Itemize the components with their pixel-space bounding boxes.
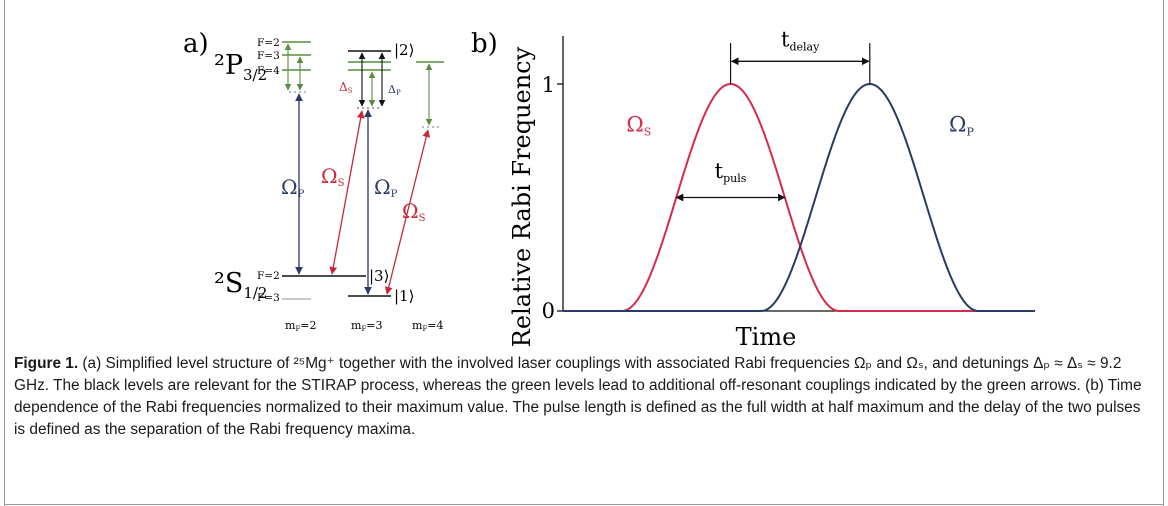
mf-label-2-m: m — [285, 319, 296, 332]
y-tick-0: 0 — [542, 299, 555, 323]
mf-label-2: mF=2 — [285, 319, 317, 333]
mf-label-2-val: =2 — [300, 319, 316, 332]
ket-3: |3⟩ — [369, 267, 389, 285]
frame-left-rule — [4, 0, 5, 506]
delta-p-sub: P — [396, 89, 401, 97]
series-layer: ΩS ΩP — [563, 82, 1035, 312]
p-level-term: ²P — [214, 50, 243, 81]
omega-p-symbol-2: Ω — [374, 175, 391, 199]
series-line-p — [563, 82, 1035, 312]
series-label-sub: S — [644, 126, 652, 139]
p-hf-f3: F=3 — [257, 50, 280, 62]
omega-p-label-1: ΩP — [281, 175, 305, 200]
series-label-symbol: Ω — [626, 113, 643, 137]
frame-right-rule — [1163, 0, 1164, 506]
omega-s-symbol-2: Ω — [402, 199, 419, 223]
series-label-symbol: Ω — [949, 113, 966, 137]
ket-1: |1⟩ — [394, 287, 414, 305]
series-line-s — [563, 83, 1035, 312]
caption-text: (a) Simplified level structure of ²⁵Mg⁺ … — [14, 355, 1142, 438]
s-hf-f2: F=2 — [257, 270, 280, 282]
omega-s-label-2: ΩS — [402, 199, 426, 224]
s-hf-f3: F=3 — [257, 292, 280, 304]
series-label-sub: P — [966, 126, 974, 139]
fwhm-label: tpuls — [715, 159, 747, 185]
delta-s-symbol: Δ — [339, 80, 348, 94]
panel-a-label: a) — [183, 29, 209, 59]
mf-label-3-m: m — [351, 319, 362, 332]
fwhm-label-main: t — [715, 159, 724, 183]
delta-s-label: ΔS — [339, 80, 353, 95]
delta-p-symbol: Δ — [388, 83, 396, 96]
p-level-j: 3/2 — [243, 66, 267, 84]
omega-p-label-2: ΩP — [374, 175, 398, 200]
stokes-arrow-mf2-mf3 — [329, 110, 365, 275]
s-level-label: ²S1/2 — [214, 268, 267, 302]
panel-b-label: b) — [471, 29, 498, 59]
delay-label-main: t — [781, 28, 790, 52]
delta-p-label: ΔP — [388, 83, 401, 97]
omega-s-sub-1: S — [338, 178, 345, 189]
stokes-arrow-mf3-mf4 — [384, 129, 431, 295]
omega-s-sub-2: S — [419, 213, 426, 224]
omega-p-sub-1: P — [298, 189, 305, 200]
s-level-term: ²S — [214, 268, 243, 299]
panel-a-level-diagram: a) ²P3/2 F=2 F=3 F=4 |2⟩ ΔS ΔP — [183, 29, 444, 333]
omega-p-sub-2: P — [391, 189, 398, 200]
ket-2: |2⟩ — [394, 41, 414, 59]
figure-caption: Figure 1. (a) Simplified level structure… — [14, 353, 1144, 441]
omega-p-symbol-1: Ω — [281, 175, 298, 199]
mf-label-4-sub: F — [422, 325, 427, 333]
p-hf-f2: F=2 — [257, 37, 280, 49]
mf-label-4-m: m — [412, 319, 423, 332]
y-axis-label: Relative Rabi Frequency — [508, 46, 536, 347]
mf-label-4-val: =4 — [427, 319, 443, 332]
fwhm-label-sub: puls — [723, 172, 747, 185]
mf-label-4: mF=4 — [412, 319, 444, 333]
p-level-label: ²P3/2 — [214, 50, 267, 84]
mf-label-3-val: =3 — [366, 319, 382, 332]
x-axis-label: Time — [736, 323, 797, 351]
delay-label-sub: delay — [789, 41, 820, 54]
caption-label: Figure 1. — [14, 355, 79, 372]
mf-label-3: mF=3 — [351, 319, 383, 333]
y-tick-1: 1 — [542, 73, 555, 97]
omega-s-symbol-1: Ω — [321, 164, 338, 188]
mf-label-2-sub: F — [295, 325, 300, 333]
p-hf-f4: F=4 — [257, 65, 280, 77]
omega-s-label-1: ΩS — [321, 164, 345, 189]
s-level-j: 1/2 — [243, 284, 267, 302]
series-label-s: ΩS — [626, 113, 651, 139]
mf-label-3-sub: F — [361, 325, 366, 333]
delay-label: tdelay — [781, 28, 820, 54]
delta-s-sub: S — [348, 87, 353, 95]
panel-b-chart: b) Relative Rabi Frequency Time 0 1 ΩS ΩP… — [471, 28, 1035, 351]
series-label-p: ΩP — [949, 113, 974, 139]
frame-bottom-rule — [4, 504, 1164, 505]
